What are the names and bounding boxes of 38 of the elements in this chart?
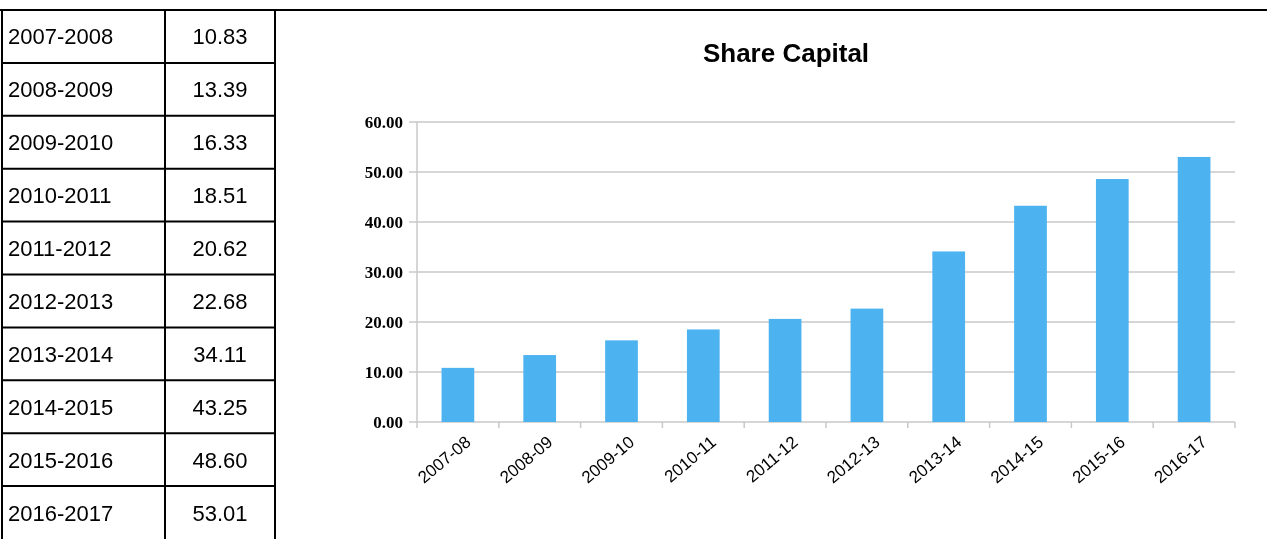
category-label: 2016-2017 — [8, 500, 114, 526]
text: 20.62 — [192, 236, 248, 262]
bar — [441, 367, 475, 422]
bar — [686, 329, 720, 422]
category-label: 2015-2016 — [8, 447, 114, 473]
y-tick-label: 30.00 — [364, 263, 403, 282]
text: 22.68 — [192, 288, 248, 314]
text: 10.83 — [192, 24, 248, 50]
bar — [1177, 156, 1211, 422]
bar — [605, 340, 638, 422]
category-label: 2013-2014 — [8, 341, 114, 367]
y-tick-label: 0.00 — [373, 413, 403, 432]
category-label: 2014-2015 — [8, 394, 114, 420]
category-label: 2009-2010 — [8, 130, 114, 156]
bar — [523, 355, 557, 422]
bar — [1014, 205, 1047, 422]
text: 34.11 — [193, 341, 247, 367]
y-tick-label: 50.00 — [364, 163, 403, 182]
text: 18.51 — [192, 183, 248, 209]
category-label: 2012-2013 — [8, 288, 114, 314]
bar — [850, 308, 884, 422]
text: 53.01 — [192, 500, 248, 526]
category-label: 2007-2008 — [8, 24, 114, 50]
y-tick-label: 20.00 — [364, 313, 403, 332]
y-tick-label: 60.00 — [364, 113, 403, 132]
text: 43.25 — [192, 394, 248, 420]
bar — [932, 251, 966, 422]
text: 48.60 — [192, 447, 248, 473]
category-label: 2010-2011 — [8, 183, 112, 209]
text: 16.33 — [192, 130, 248, 156]
bar — [1095, 179, 1129, 422]
category-label: 2008-2009 — [8, 77, 114, 103]
bar — [768, 318, 802, 422]
chart-title: Share Capital — [702, 38, 870, 68]
category-label: 2011-2012 — [8, 236, 112, 262]
text: 13.39 — [192, 77, 248, 103]
y-tick-label: 40.00 — [364, 213, 403, 232]
y-tick-label: 10.00 — [364, 363, 403, 382]
